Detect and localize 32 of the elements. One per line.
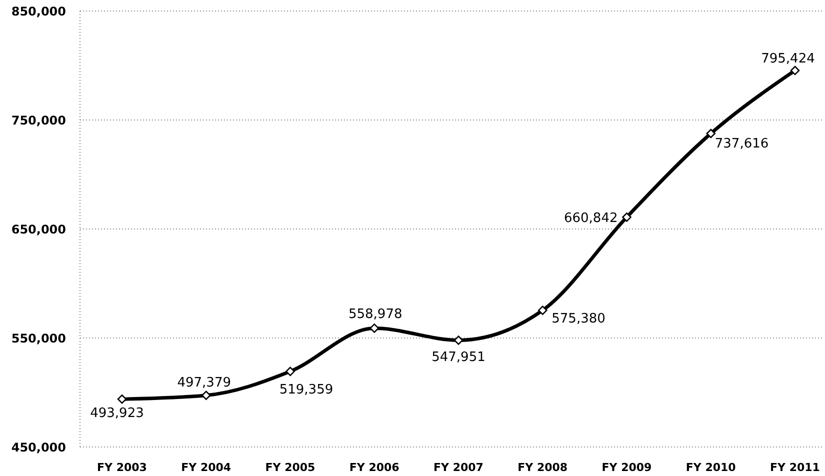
x-tick-label: FY 2009 bbox=[602, 460, 652, 474]
point bbox=[117, 394, 127, 404]
data-label: 519,359 bbox=[279, 382, 334, 398]
x-tick-label: FY 2003 bbox=[97, 460, 147, 474]
x-tick-label: FY 2007 bbox=[434, 460, 484, 474]
x-tick-label: FY 2005 bbox=[265, 460, 316, 474]
data-label: 737,616 bbox=[714, 136, 769, 152]
data-label: 660,842 bbox=[564, 211, 618, 226]
x-tick-label: FY 2008 bbox=[518, 460, 568, 474]
data-label: 795,424 bbox=[761, 51, 815, 66]
y-tick-label: 450,000 bbox=[11, 440, 66, 454]
y-tick-label: 550,000 bbox=[11, 331, 66, 346]
data-label: 558,978 bbox=[348, 307, 402, 322]
data-label: 497,379 bbox=[177, 375, 232, 390]
point bbox=[201, 390, 211, 400]
point bbox=[286, 366, 295, 376]
y-tick-label: 650,000 bbox=[11, 222, 66, 236]
y-tick-label: 750,000 bbox=[11, 113, 66, 128]
x-tick-label: FY 2006 bbox=[349, 460, 400, 474]
x-tick-label: FY 2004 bbox=[181, 460, 232, 474]
point bbox=[538, 306, 548, 315]
point bbox=[370, 324, 380, 333]
point bbox=[706, 128, 716, 138]
data-label: 547,951 bbox=[432, 350, 486, 366]
y-tick-label: 850,000 bbox=[11, 4, 66, 18]
point bbox=[622, 212, 632, 222]
x-tick-label: FY 2010 bbox=[686, 460, 736, 474]
point bbox=[790, 66, 800, 76]
data-label: 493,923 bbox=[90, 406, 144, 422]
data-label: 575,380 bbox=[552, 311, 606, 326]
point bbox=[454, 336, 464, 345]
x-tick-label: FY 2011 bbox=[770, 460, 820, 474]
